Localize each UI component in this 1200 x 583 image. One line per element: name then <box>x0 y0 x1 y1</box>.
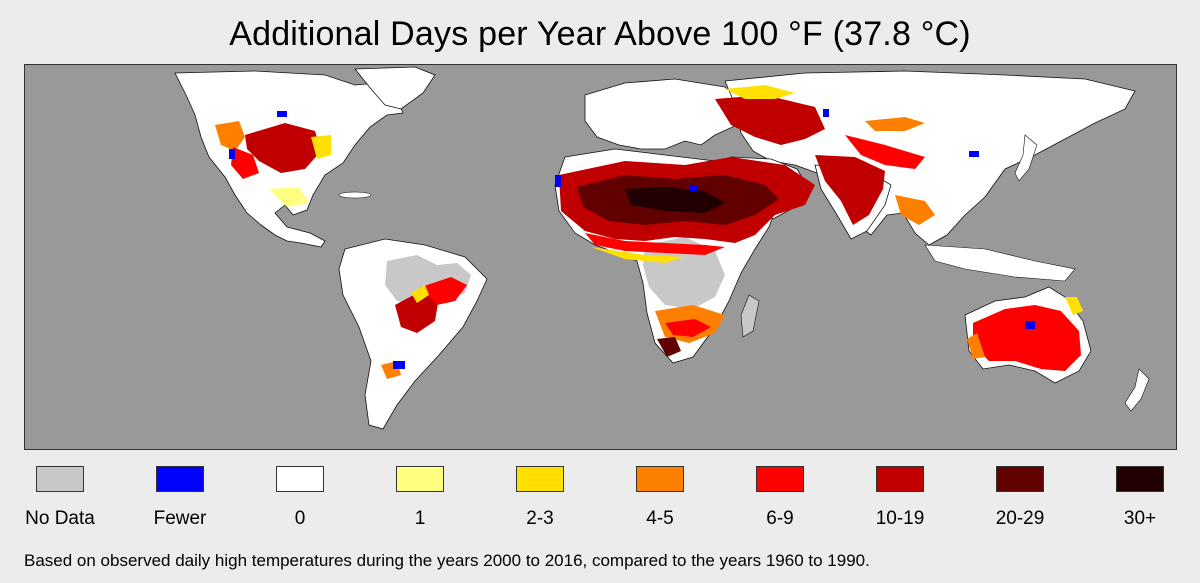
europe-land <box>584 78 746 150</box>
legend-item-0: 0 <box>245 466 355 530</box>
new-zealand-land <box>1124 368 1150 412</box>
footnote: Based on observed daily high temperature… <box>24 551 870 570</box>
legend-label: 20-29 <box>995 508 1045 529</box>
legend-label: 1 <box>414 508 426 529</box>
legend-item-4-5: 4-5 <box>605 466 715 530</box>
world-map <box>24 64 1177 450</box>
legend-label: 30+ <box>1123 508 1157 529</box>
legend-label: 0 <box>294 508 306 529</box>
legend-item-2-3: 2-3 <box>485 466 595 530</box>
japan-land <box>1014 134 1038 182</box>
legend-item-1: 1 <box>365 466 475 530</box>
legend-item-20-29: 20-29 <box>965 466 1075 530</box>
legend-item-no-data: No Data <box>5 466 115 530</box>
legend-swatch <box>636 466 684 492</box>
legend-swatch <box>156 466 204 492</box>
madagascar-land <box>740 294 760 338</box>
legend-swatch <box>276 466 324 492</box>
legend-item-10-19: 10-19 <box>845 466 955 530</box>
world-map-svg <box>25 65 1176 449</box>
fewer-days-spots <box>229 109 1035 369</box>
legend-label: Fewer <box>153 508 207 529</box>
legend-item-30-plus: 30+ <box>1085 466 1195 530</box>
legend-label: No Data <box>25 508 95 529</box>
legend-swatch <box>996 466 1044 492</box>
legend: No Data Fewer 0 1 2-3 4-5 6-9 10-19 20-2… <box>0 466 1200 538</box>
legend-swatch <box>396 466 444 492</box>
legend-swatch <box>1116 466 1164 492</box>
legend-label: 2-3 <box>526 508 554 529</box>
legend-item-6-9: 6-9 <box>725 466 835 530</box>
legend-label: 10-19 <box>875 508 925 529</box>
legend-label: 6-9 <box>766 508 794 529</box>
heat-anomaly-layer <box>215 85 1083 379</box>
legend-swatch <box>876 466 924 492</box>
greenland-land <box>354 66 436 110</box>
legend-item-fewer: Fewer <box>125 466 235 530</box>
central-africa-no-data <box>643 237 725 309</box>
southeast-asia-islands <box>924 244 1076 282</box>
legend-swatch <box>36 466 84 492</box>
legend-label: 4-5 <box>646 508 674 529</box>
map-title: Additional Days per Year Above 100 °F (3… <box>229 15 971 53</box>
caribbean-islands <box>338 191 372 199</box>
legend-swatch <box>756 466 804 492</box>
legend-swatch <box>516 466 564 492</box>
